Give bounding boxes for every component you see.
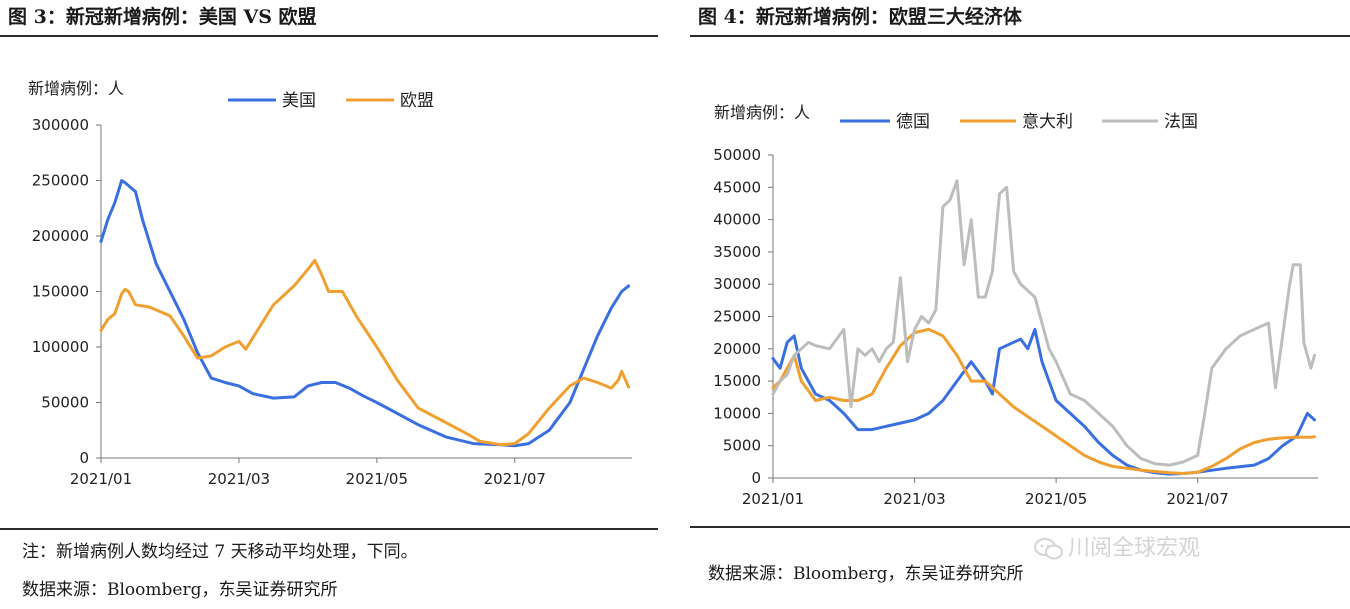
figure-3-bottom-rule [0, 528, 658, 530]
figure-4-panel: 图 4：新冠新增病例：欧盟三大经济体 0 5000 10000 15000 20000 2… [690, 0, 1350, 609]
y-axis-label: 新增病例：人 [28, 79, 124, 98]
x-tick-label: 2021/05 [346, 470, 408, 488]
y-tick-label: 10000 [713, 404, 761, 422]
figure-3-top-rule [0, 35, 658, 37]
legend-label: 意大利 [1022, 112, 1073, 132]
y-axis-label: 新增病例：人 [714, 103, 810, 122]
series-line-意大利 [771, 327, 1316, 475]
figure-4-top-rule [690, 35, 1350, 37]
y-tick-label: 35000 [713, 243, 761, 261]
legend-label: 法国 [1164, 112, 1198, 132]
figure-4-bottom-rule [690, 526, 1350, 528]
y-tick-label: 150000 [32, 283, 89, 301]
y-tick-label: 30000 [713, 275, 761, 293]
legend-label: 德国 [896, 112, 930, 132]
x-tick-label: 2021/03 [883, 490, 945, 508]
figure-4-source: 数据来源：Bloomberg，东吴证券研究所 [708, 564, 1024, 584]
figure-3-title: 图 3：新冠新增病例：美国 VS 欧盟 [8, 6, 317, 28]
y-tick-label: 200000 [32, 227, 89, 245]
y-tick-label: 45000 [713, 178, 761, 196]
y-tick-label: 50000 [713, 146, 761, 164]
y-tick-label: 40000 [713, 211, 761, 229]
figure-3-note: 注：新增病例人数均经过 7 天移动平均处理，下同。 [22, 542, 418, 562]
figure-3-source: 数据来源：Bloomberg，东吴证券研究所 [22, 580, 338, 600]
x-tick-label: 2021/07 [484, 470, 546, 488]
y-tick-label: 100000 [32, 338, 89, 356]
y-tick-label: 50000 [41, 394, 89, 412]
watermark-text: 川阅全球宏观 [1068, 536, 1201, 561]
y-tick-label: 0 [751, 469, 761, 487]
x-tick-label: 2021/01 [70, 470, 132, 488]
figure-3-panel: 图 3：新冠新增病例：美国 VS 欧盟 0 50000 100000 150000 20… [0, 0, 662, 609]
series-line-法国 [771, 179, 1316, 467]
figure-3-chart: 0 50000 100000 150000 200000 250000 300000 2021… [28, 79, 632, 488]
y-tick-label: 25000 [713, 308, 761, 326]
series-line-美国 [99, 179, 631, 448]
wechat-icon [1034, 538, 1063, 560]
y-tick-label: 5000 [723, 437, 761, 455]
figure-4-chart: 0 5000 10000 15000 20000 25000 30000 35000 40000… [713, 103, 1318, 508]
y-tick-label: 15000 [713, 372, 761, 390]
y-tick-label: 20000 [713, 340, 761, 358]
watermark: 川阅全球宏观 [1034, 530, 1200, 562]
y-tick-label: 0 [79, 449, 89, 467]
legend-label: 美国 [282, 91, 316, 111]
x-tick-label: 2021/01 [742, 490, 804, 508]
x-tick-label: 2021/07 [1167, 490, 1229, 508]
y-tick-label: 250000 [32, 172, 89, 190]
y-tick-label: 300000 [32, 116, 89, 134]
series-line-欧盟 [99, 258, 631, 447]
x-tick-label: 2021/03 [208, 470, 270, 488]
legend-label: 欧盟 [400, 91, 434, 111]
x-tick-label: 2021/05 [1025, 490, 1087, 508]
figure-4-title: 图 4：新冠新增病例：欧盟三大经济体 [698, 6, 1022, 28]
